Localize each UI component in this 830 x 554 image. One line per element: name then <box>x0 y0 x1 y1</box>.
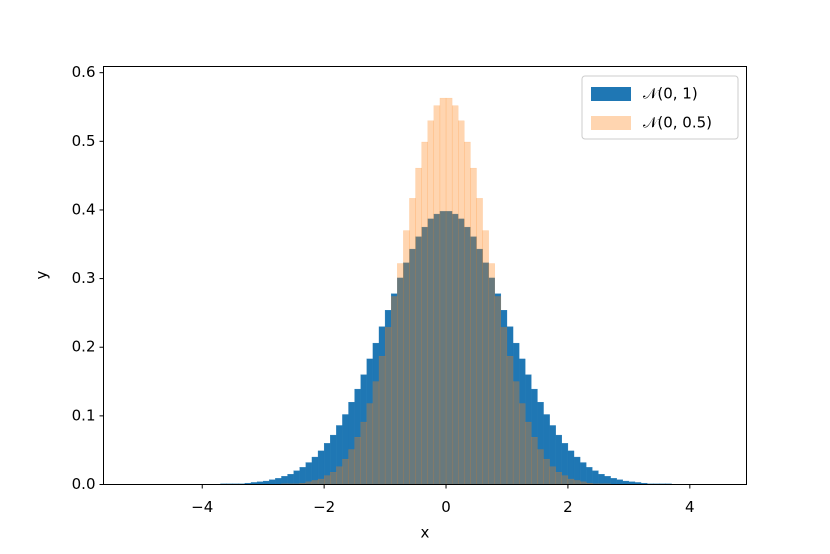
y-tick-label: 0.0 <box>72 475 96 493</box>
bar <box>305 462 313 485</box>
legend-label: 𝒩(0, 1) <box>643 85 698 103</box>
y-tick-label: 0.2 <box>72 338 96 356</box>
bar <box>311 480 319 485</box>
bar <box>610 478 617 485</box>
bar <box>549 466 556 485</box>
bar <box>598 474 605 485</box>
bar <box>482 230 489 485</box>
bar <box>287 474 294 485</box>
bar <box>494 296 502 485</box>
y-tick-label: 0.1 <box>72 406 96 424</box>
bar <box>537 449 544 485</box>
bar <box>573 480 581 485</box>
bar <box>323 475 331 485</box>
bar <box>519 403 526 485</box>
bar <box>348 449 355 485</box>
bar <box>372 381 380 485</box>
bar <box>451 105 459 485</box>
y-axis-label: y <box>33 270 51 279</box>
bar <box>269 479 276 485</box>
bar <box>579 462 587 485</box>
bar <box>427 120 434 485</box>
bar <box>360 421 367 485</box>
bar <box>488 263 495 485</box>
legend-swatch <box>591 87 631 101</box>
bar <box>561 475 569 485</box>
y-tick-label: 0.5 <box>72 132 96 150</box>
bar <box>616 479 623 485</box>
x-tick-label: −2 <box>313 498 335 516</box>
bar <box>342 458 349 485</box>
y-tick-label: 0.6 <box>72 63 96 81</box>
x-tick-label: −4 <box>191 498 213 516</box>
bar <box>336 466 343 485</box>
x-axis-label: x <box>421 524 430 542</box>
bar <box>470 167 477 485</box>
bar <box>397 263 404 485</box>
y-tick-label: 0.4 <box>72 200 96 218</box>
bar <box>354 436 361 485</box>
y-tick-label: 0.3 <box>72 269 96 287</box>
x-tick-label: 2 <box>563 498 573 516</box>
bar <box>439 97 447 485</box>
bar <box>604 476 611 485</box>
bar <box>592 470 599 485</box>
x-tick-label: 4 <box>685 498 695 516</box>
bar <box>263 480 270 485</box>
bar <box>555 471 562 485</box>
bar <box>433 105 441 485</box>
bar <box>366 403 374 485</box>
bar <box>330 471 337 485</box>
bar <box>384 327 392 485</box>
bar <box>317 478 325 485</box>
bar <box>403 230 410 485</box>
bar <box>275 478 282 485</box>
legend-swatch <box>591 116 631 130</box>
legend: 𝒩(0, 1) 𝒩(0, 0.5) <box>581 75 739 140</box>
bar <box>500 327 508 485</box>
bar <box>506 355 514 485</box>
bar <box>293 470 300 485</box>
bar <box>531 436 538 485</box>
bar <box>299 467 306 485</box>
bar <box>586 467 593 485</box>
bar <box>378 355 386 485</box>
bar <box>525 421 532 485</box>
bar <box>421 141 428 485</box>
bar <box>512 381 520 485</box>
bar <box>567 478 575 485</box>
axes-frame <box>103 66 747 485</box>
bar <box>415 167 422 485</box>
bar <box>622 480 630 485</box>
bar <box>458 120 465 485</box>
x-tick-label: 0 <box>441 498 451 516</box>
bar <box>445 97 453 485</box>
bar <box>391 296 398 485</box>
bar <box>409 198 416 485</box>
bar <box>476 198 483 485</box>
bar <box>543 458 550 485</box>
bar <box>281 476 288 485</box>
legend-label: 𝒩(0, 0.5) <box>643 114 712 132</box>
bar <box>464 141 471 485</box>
